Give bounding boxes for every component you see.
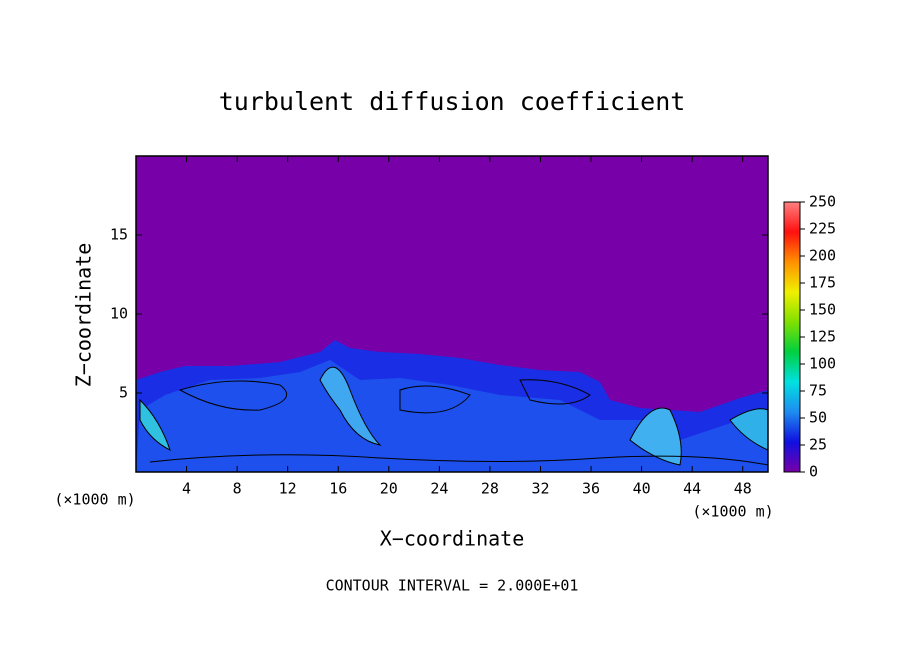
- colorbar-tick-label: 0: [809, 463, 818, 481]
- chart-title: turbulent diffusion coefficient: [219, 87, 686, 116]
- eddy: [139, 398, 171, 451]
- x-tick-label: 16: [329, 480, 347, 498]
- colorbar-tick-label: 150: [809, 301, 836, 319]
- colorbar: [783, 201, 801, 473]
- x-tick-label: 4: [182, 480, 191, 498]
- colorbar-tick-label: 225: [809, 220, 836, 238]
- colorbar-tick-label: 50: [809, 409, 827, 427]
- colorbar-tick-label: 125: [809, 328, 836, 346]
- field: [136, 156, 768, 472]
- turbulent-region: [136, 360, 768, 472]
- colorbar-tick-label: 75: [809, 382, 827, 400]
- x-tick-label: 48: [734, 480, 752, 498]
- x-tick-label: 40: [633, 480, 651, 498]
- eddy: [319, 366, 382, 446]
- x-tick-label: 12: [279, 480, 297, 498]
- x-tick-label: 28: [481, 480, 499, 498]
- colorbar-tick-label: 200: [809, 247, 836, 265]
- y-axis-label: Z−coordinate: [72, 243, 96, 388]
- x-tick-label: 20: [380, 480, 398, 498]
- x-tick-label: 32: [531, 480, 549, 498]
- contour-line: [149, 454, 768, 466]
- x-unit-label: (×1000 m): [54, 491, 135, 509]
- eddy: [729, 408, 768, 451]
- y-unit-label: (×1000 m): [692, 503, 773, 521]
- colorbar-tick-label: 25: [809, 436, 827, 454]
- contour-line: [399, 385, 471, 414]
- colorbar-tick-label: 175: [809, 274, 836, 292]
- y-tick-label: 10: [110, 305, 128, 323]
- x-tick-label: 44: [683, 480, 701, 498]
- contour-line: [178, 380, 288, 411]
- annotation: CONTOUR INTERVAL = 2.000E+01: [326, 577, 579, 595]
- contour-line: [519, 379, 591, 405]
- x-axis-label: X−coordinate: [380, 527, 525, 551]
- x-tick-label: 8: [233, 480, 242, 498]
- x-tick-label: 36: [582, 480, 600, 498]
- colorbar-tick-label: 250: [809, 193, 836, 211]
- y-tick-label: 15: [110, 226, 128, 244]
- colorbar-tick-label: 100: [809, 355, 836, 373]
- y-tick-label: 5: [119, 384, 128, 402]
- x-tick-label: 24: [430, 480, 448, 498]
